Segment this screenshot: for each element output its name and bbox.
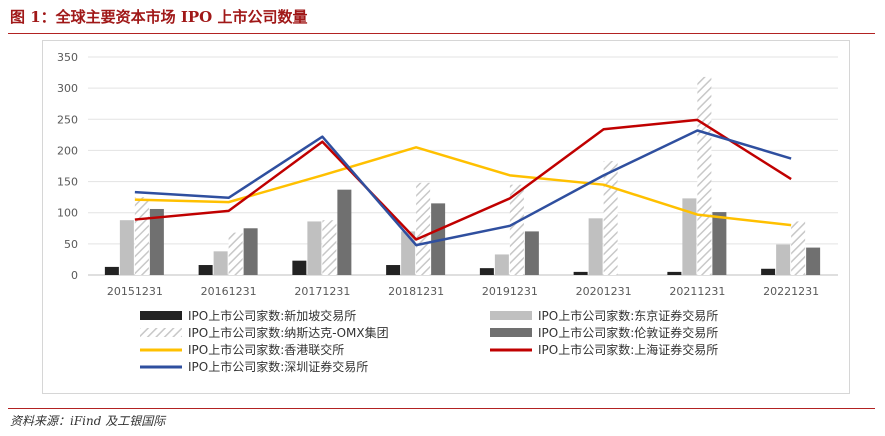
series-line	[134, 129, 792, 247]
bar	[494, 254, 509, 275]
bar	[588, 218, 603, 275]
bar	[431, 203, 446, 275]
x-tick-label: 20161231	[201, 285, 257, 298]
bar	[776, 244, 791, 275]
x-tick-label: 20171231	[294, 285, 350, 298]
bar	[198, 265, 213, 275]
legend-label: IPO上市公司家数:东京证券交易所	[538, 308, 718, 323]
bars	[104, 76, 821, 275]
legend-label: IPO上市公司家数:香港联交所	[188, 342, 344, 357]
y-tick-label: 100	[57, 207, 78, 220]
bar	[791, 221, 806, 275]
figure-title: 图 1：全球主要资本市场 IPO 上市公司数量	[10, 8, 308, 26]
bar	[337, 189, 352, 275]
bar	[479, 268, 494, 275]
bar	[524, 231, 539, 275]
bar	[149, 208, 164, 275]
source-note: 资料来源：iFind 及工银国际	[10, 414, 166, 428]
x-tick-label: 20181231	[388, 285, 444, 298]
bar	[509, 184, 524, 275]
legend-label: IPO上市公司家数:新加坡交易所	[188, 308, 356, 323]
bar	[761, 268, 776, 275]
y-tick-label: 50	[64, 238, 78, 251]
lines	[134, 118, 792, 247]
series-line	[134, 118, 792, 241]
bar	[682, 198, 697, 275]
bar	[104, 266, 119, 275]
y-tick-label: 200	[57, 144, 78, 157]
bar	[307, 221, 322, 275]
title-divider	[8, 33, 875, 34]
bar	[401, 231, 416, 275]
legend-label: IPO上市公司家数:上海证券交易所	[538, 342, 718, 357]
series-line	[134, 146, 792, 227]
bar	[213, 251, 228, 275]
bar	[243, 228, 258, 275]
legend-label: IPO上市公司家数:纳斯达克-OMX集团	[188, 325, 389, 340]
bar	[228, 232, 243, 275]
chart-frame	[42, 40, 850, 394]
bar	[603, 161, 618, 275]
y-axis: 0 50 100 150 200 250 300 350	[57, 51, 78, 282]
legend-swatch	[140, 311, 182, 320]
x-tick-label: 20201231	[576, 285, 632, 298]
bar	[697, 76, 712, 275]
bar	[322, 220, 337, 275]
bar	[712, 212, 727, 275]
x-tick-label: 20191231	[482, 285, 538, 298]
y-tick-label: 350	[57, 51, 78, 64]
x-tick-label: 20221231	[763, 285, 819, 298]
x-axis: 20151231 20161231 20171231 20181231 20191231…	[107, 285, 819, 298]
y-tick-label: 0	[71, 269, 78, 282]
legend-swatch	[490, 328, 532, 337]
y-tick-label: 300	[57, 82, 78, 95]
x-tick-label: 20151231	[107, 285, 163, 298]
y-tick-label: 250	[57, 113, 78, 126]
bar	[134, 197, 149, 275]
legend-label: IPO上市公司家数:深圳证券交易所	[188, 359, 368, 374]
legend-label: IPO上市公司家数:伦敦证券交易所	[538, 325, 718, 340]
source-divider	[8, 408, 875, 409]
legend-swatch	[140, 328, 182, 337]
bar	[573, 271, 588, 275]
bar	[386, 265, 401, 275]
bar	[292, 260, 307, 275]
x-tick-label: 20211231	[669, 285, 725, 298]
legend-swatch	[490, 311, 532, 320]
bar	[416, 182, 431, 275]
y-tick-label: 150	[57, 176, 78, 189]
bar	[806, 247, 821, 275]
legend: IPO上市公司家数:新加坡交易所 IPO上市公司家数:东京证券交易所 IPO上市公司…	[140, 308, 718, 374]
bar	[119, 220, 134, 275]
bar	[667, 271, 682, 275]
